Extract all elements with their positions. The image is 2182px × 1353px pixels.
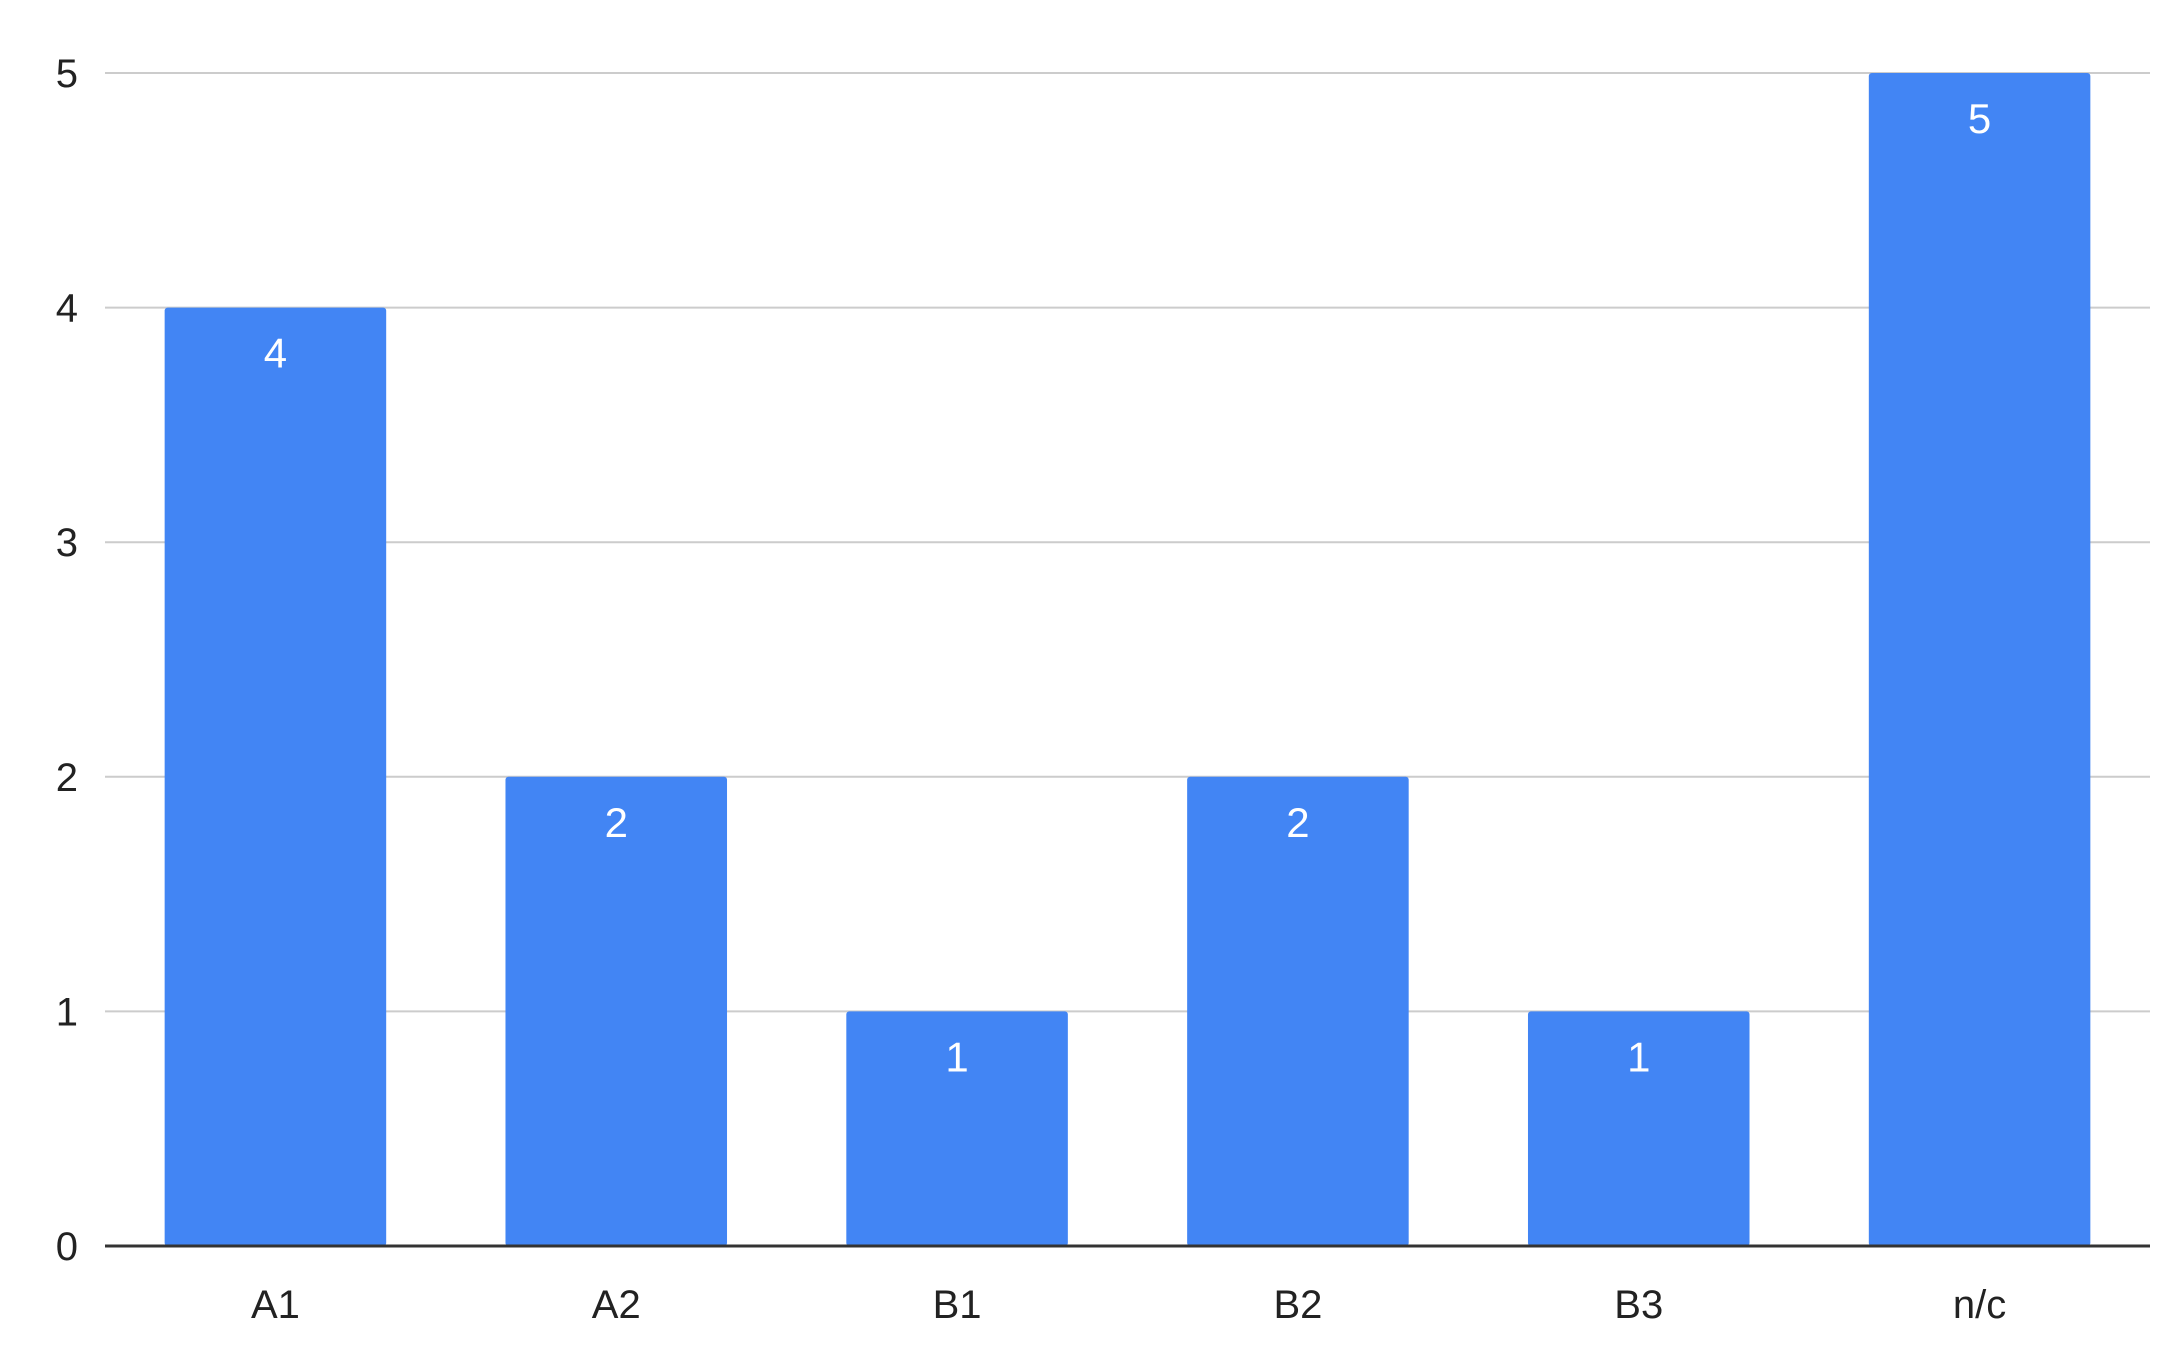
y-tick-label: 3 — [56, 521, 78, 565]
bars — [164, 73, 2091, 1247]
data-label: 5 — [1968, 95, 1991, 142]
bar-a1 — [164, 307, 387, 1247]
x-tick-label: A1 — [251, 1283, 300, 1327]
data-label: 2 — [605, 799, 628, 846]
x-tick-label: A2 — [592, 1283, 641, 1327]
data-labels: 4 2 1 2 1 5 — [264, 95, 1992, 1080]
x-tick-label: B3 — [1614, 1283, 1663, 1327]
y-tick-label: 1 — [56, 990, 78, 1034]
bar-b3 — [1527, 1011, 1750, 1246]
data-label: 2 — [1286, 799, 1309, 846]
data-label: 1 — [945, 1033, 968, 1080]
x-tick-label: B2 — [1273, 1283, 1322, 1327]
x-axis-ticks: A1 A2 B1 B2 B3 n/c — [251, 1283, 2006, 1327]
y-tick-label: 4 — [56, 287, 78, 331]
x-tick-label: n/c — [1953, 1283, 2006, 1327]
y-axis-ticks: 0 1 2 3 4 5 — [56, 52, 78, 1269]
x-tick-label: B1 — [933, 1283, 982, 1327]
y-tick-label: 5 — [56, 52, 78, 96]
y-tick-label: 2 — [56, 756, 78, 800]
y-tick-label: 0 — [56, 1225, 78, 1269]
bar-a2 — [505, 776, 728, 1246]
bar-b2 — [1187, 776, 1409, 1246]
gridlines — [105, 72, 2150, 1013]
bar-b1 — [846, 1011, 1068, 1246]
bar-nc — [1868, 73, 2091, 1246]
data-label: 4 — [264, 330, 287, 377]
data-label: 1 — [1627, 1033, 1650, 1080]
